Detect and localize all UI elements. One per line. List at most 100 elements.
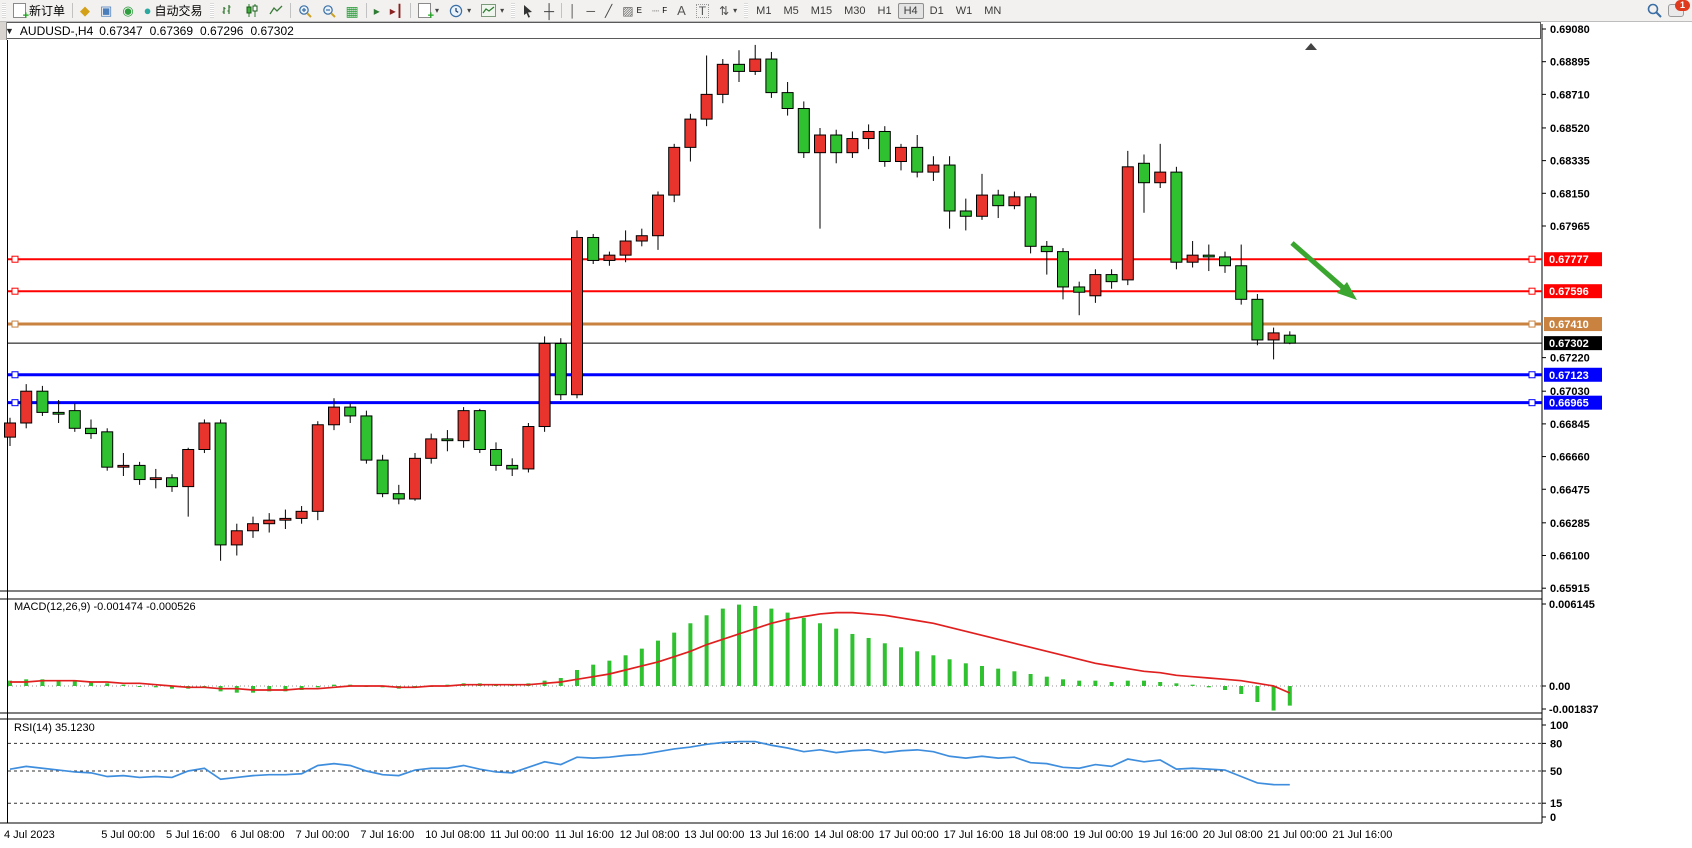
toolbar-grip[interactable] <box>2 3 6 18</box>
time-axis-label: 6 Jul 08:00 <box>231 829 285 841</box>
price-line-label: 0.67777 <box>1549 254 1589 266</box>
timeframe-m15-button[interactable]: M15 <box>810 4 833 17</box>
terminal-button[interactable]: ◉ <box>117 3 138 19</box>
timeframe-mn-button[interactable]: MN <box>984 4 1002 17</box>
vertical-line-tool-button[interactable]: │ <box>564 3 582 19</box>
text-tool-button[interactable]: A <box>672 3 691 19</box>
line-anchor-right[interactable] <box>1528 399 1536 407</box>
candlestick-icon <box>246 4 258 17</box>
crosshair-tool-button[interactable]: ┼ <box>539 3 559 19</box>
macd-histogram-bar <box>283 686 288 692</box>
macd-histogram-bar <box>899 647 903 686</box>
terminal-icon: ◉ <box>122 2 134 18</box>
trendline-tool-button[interactable]: ╱ <box>600 3 617 19</box>
rsi-tick-label: 80 <box>1550 738 1562 750</box>
notification-badge: 1 <box>1675 0 1690 11</box>
templates-button[interactable]: ▾ <box>476 2 509 19</box>
rsi-tick-label: 50 <box>1550 766 1562 778</box>
rsi-tick-label: 100 <box>1550 720 1568 732</box>
new-order-button[interactable]: + 新订单 <box>8 0 70 22</box>
line-anchor-right[interactable] <box>1528 320 1536 328</box>
equidistant-channel-tool-button[interactable]: ▨ E <box>622 3 642 18</box>
macd-histogram-bar <box>1061 679 1065 686</box>
navigator-button[interactable]: ▣ <box>95 3 117 19</box>
zoom-out-button[interactable] <box>317 2 341 20</box>
candlestick-type-button[interactable] <box>240 2 264 19</box>
candle-body <box>36 390 49 413</box>
macd-histogram-bar <box>801 617 806 686</box>
timeframe-d1-button[interactable]: D1 <box>929 4 944 17</box>
candle-body <box>1267 332 1280 341</box>
chart-shift-marker[interactable] <box>1305 43 1317 50</box>
macd-histogram-bar <box>1239 686 1244 695</box>
line-chart-type-button[interactable] <box>264 2 288 19</box>
new-chart-button[interactable]: + ▾ <box>413 1 444 22</box>
collapse-chart-icon[interactable]: ▼ <box>5 25 14 36</box>
macd-histogram-bar <box>947 659 952 686</box>
chart-shift-button[interactable]: ▸┃ <box>385 3 408 19</box>
candle-body <box>571 236 583 396</box>
line-anchor-left[interactable] <box>11 320 19 328</box>
timeframe-m1-button[interactable]: M1 <box>756 4 772 17</box>
macd-histogram-bar <box>575 669 579 686</box>
timeframe-w1-button[interactable]: W1 <box>955 4 973 17</box>
candle-body <box>1283 334 1296 344</box>
candle-body <box>684 118 697 148</box>
line-anchor-right[interactable] <box>1528 287 1536 295</box>
line-anchor-right[interactable] <box>1528 371 1536 379</box>
zoom-in-button[interactable] <box>293 2 317 20</box>
candle-body <box>149 477 162 481</box>
price-line-label-box <box>1544 367 1602 382</box>
trend-arrow-head[interactable] <box>1337 282 1357 300</box>
template-chart-icon <box>481 4 497 17</box>
auto-trading-button[interactable]: ● 自动交易 <box>139 0 208 21</box>
line-anchor-left[interactable] <box>11 287 19 295</box>
timeframe-h1-button[interactable]: H1 <box>877 4 892 17</box>
candle-body <box>230 530 243 546</box>
fibonacci-tool-button[interactable]: ┈ F <box>651 3 668 18</box>
line-anchor-left[interactable] <box>11 371 19 379</box>
shapes-tool-button[interactable]: ⇅ ▾ <box>719 3 738 18</box>
ohlc-close: 0.67302 <box>250 23 294 38</box>
chat-icon[interactable]: 1 <box>1668 0 1690 17</box>
auto-scroll-button[interactable]: ▸ <box>369 3 385 19</box>
tile-windows-button[interactable]: ▦ <box>341 3 364 19</box>
macd-histogram-bar <box>963 663 968 686</box>
text-label-tool-button[interactable]: T <box>691 2 714 20</box>
candle-body <box>198 422 211 450</box>
price-tick-label: 0.67220 <box>1550 353 1590 365</box>
candle-body <box>295 510 308 519</box>
horizontal-line-tool-button[interactable]: ─ <box>582 3 601 19</box>
timeframe-m5-button[interactable]: M5 <box>783 4 799 17</box>
macd-tick-label: -0.001837 <box>1549 704 1599 716</box>
candle-body <box>992 194 1005 207</box>
cursor-tool-button[interactable] <box>517 2 539 20</box>
profiles-button[interactable]: ▾ <box>444 2 476 20</box>
candle-body <box>1202 254 1215 258</box>
search-icon[interactable] <box>1647 3 1662 18</box>
timeframe-m30-button[interactable]: M30 <box>844 4 866 17</box>
candle-body <box>425 438 438 459</box>
macd-histogram-bar <box>40 679 45 686</box>
crosshair-icon: ┼ <box>544 2 555 19</box>
price-tick-label: 0.67030 <box>1550 386 1590 398</box>
macd-histogram-bar <box>267 686 272 692</box>
bar-chart-type-button[interactable] <box>216 2 240 19</box>
line-anchor-right[interactable] <box>1528 255 1536 263</box>
zoom-out-icon <box>322 4 336 18</box>
macd-histogram-bar <box>996 668 1001 686</box>
text-icon: A <box>677 2 686 18</box>
price-tick-label: 0.68335 <box>1550 156 1590 168</box>
line-anchor-left[interactable] <box>11 255 19 263</box>
time-axis-label: 21 Jul 00:00 <box>1268 829 1328 841</box>
trend-arrow-shaft[interactable] <box>1290 241 1350 294</box>
candle-body <box>1138 162 1150 184</box>
new-order-icon: + <box>13 3 29 22</box>
price-line-label: 0.67596 <box>1549 286 1589 298</box>
line-anchor-left[interactable] <box>11 399 19 407</box>
candle-body <box>392 493 405 500</box>
market-watch-button[interactable]: ◆ <box>75 3 95 19</box>
candle-body <box>1040 245 1053 253</box>
timeframe-h4-button[interactable]: H4 <box>897 2 924 19</box>
